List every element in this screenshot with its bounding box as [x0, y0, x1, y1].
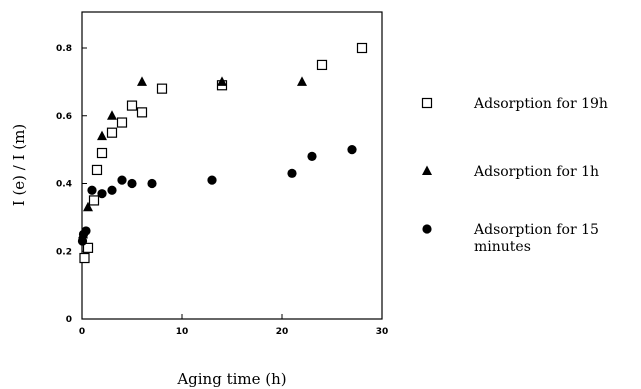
data-point	[217, 76, 227, 86]
data-point	[136, 107, 148, 118]
x-tick-label: 0	[79, 327, 85, 337]
data-point	[117, 175, 127, 185]
x-tick-label: 10	[176, 327, 189, 337]
data-point	[207, 175, 217, 185]
plot-frame	[81, 11, 383, 320]
legend-label: Adsorption for 1h	[473, 164, 599, 180]
data-point	[83, 201, 93, 212]
data-point	[88, 195, 100, 206]
data-point	[316, 59, 328, 71]
x-tick-label: 30	[376, 327, 389, 337]
legend-marker	[422, 224, 432, 234]
legend-label: Adsorption for 19h	[473, 96, 608, 112]
data-point	[91, 164, 103, 176]
data-point	[116, 117, 128, 128]
data-point	[147, 178, 157, 189]
y-tick-label: 0.2	[56, 247, 72, 257]
data-point	[82, 242, 94, 253]
data-point	[137, 76, 147, 86]
data-point	[126, 100, 138, 111]
legend: Adsorption for 19h Adsorption for 1h Adsor…	[421, 96, 608, 255]
data-point	[81, 226, 91, 236]
data-point	[287, 168, 297, 178]
y-tick-label: 0	[66, 315, 72, 325]
data-point	[79, 252, 90, 264]
data-point	[106, 127, 118, 138]
data-point	[87, 185, 97, 195]
data-point	[307, 151, 317, 161]
y-axis-label: I (e) / I (m)	[10, 124, 28, 207]
data-point	[97, 130, 107, 141]
x-axis-label: Aging time (h)	[176, 370, 286, 388]
data-point	[297, 76, 307, 86]
data-point	[97, 189, 107, 199]
data-point	[107, 185, 117, 195]
y-tick-label: 0.8	[56, 44, 72, 54]
data-point	[107, 110, 117, 120]
data-point	[356, 42, 368, 54]
legend-label: Adsorption for 15	[473, 222, 599, 238]
data-point	[96, 147, 108, 159]
legend-marker	[421, 97, 433, 109]
legend-label: minutes	[474, 239, 531, 255]
data-point	[127, 178, 137, 189]
y-tick-label: 0.6	[56, 112, 72, 122]
y-tick-label: 0.4	[56, 180, 72, 190]
x-tick-label: 20	[276, 327, 289, 337]
legend-marker	[422, 165, 432, 175]
data-marks	[77, 42, 368, 264]
axis-ticks: 0 10 20 30 0 0.2 0.4 0.6 0.8	[56, 44, 388, 337]
data-point	[347, 145, 357, 155]
data-point	[77, 236, 88, 246]
data-point	[156, 83, 168, 94]
